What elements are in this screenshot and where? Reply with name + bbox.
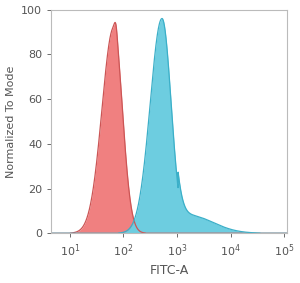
Y-axis label: Normalized To Mode: Normalized To Mode	[6, 65, 16, 178]
X-axis label: FITC-A: FITC-A	[149, 264, 189, 277]
